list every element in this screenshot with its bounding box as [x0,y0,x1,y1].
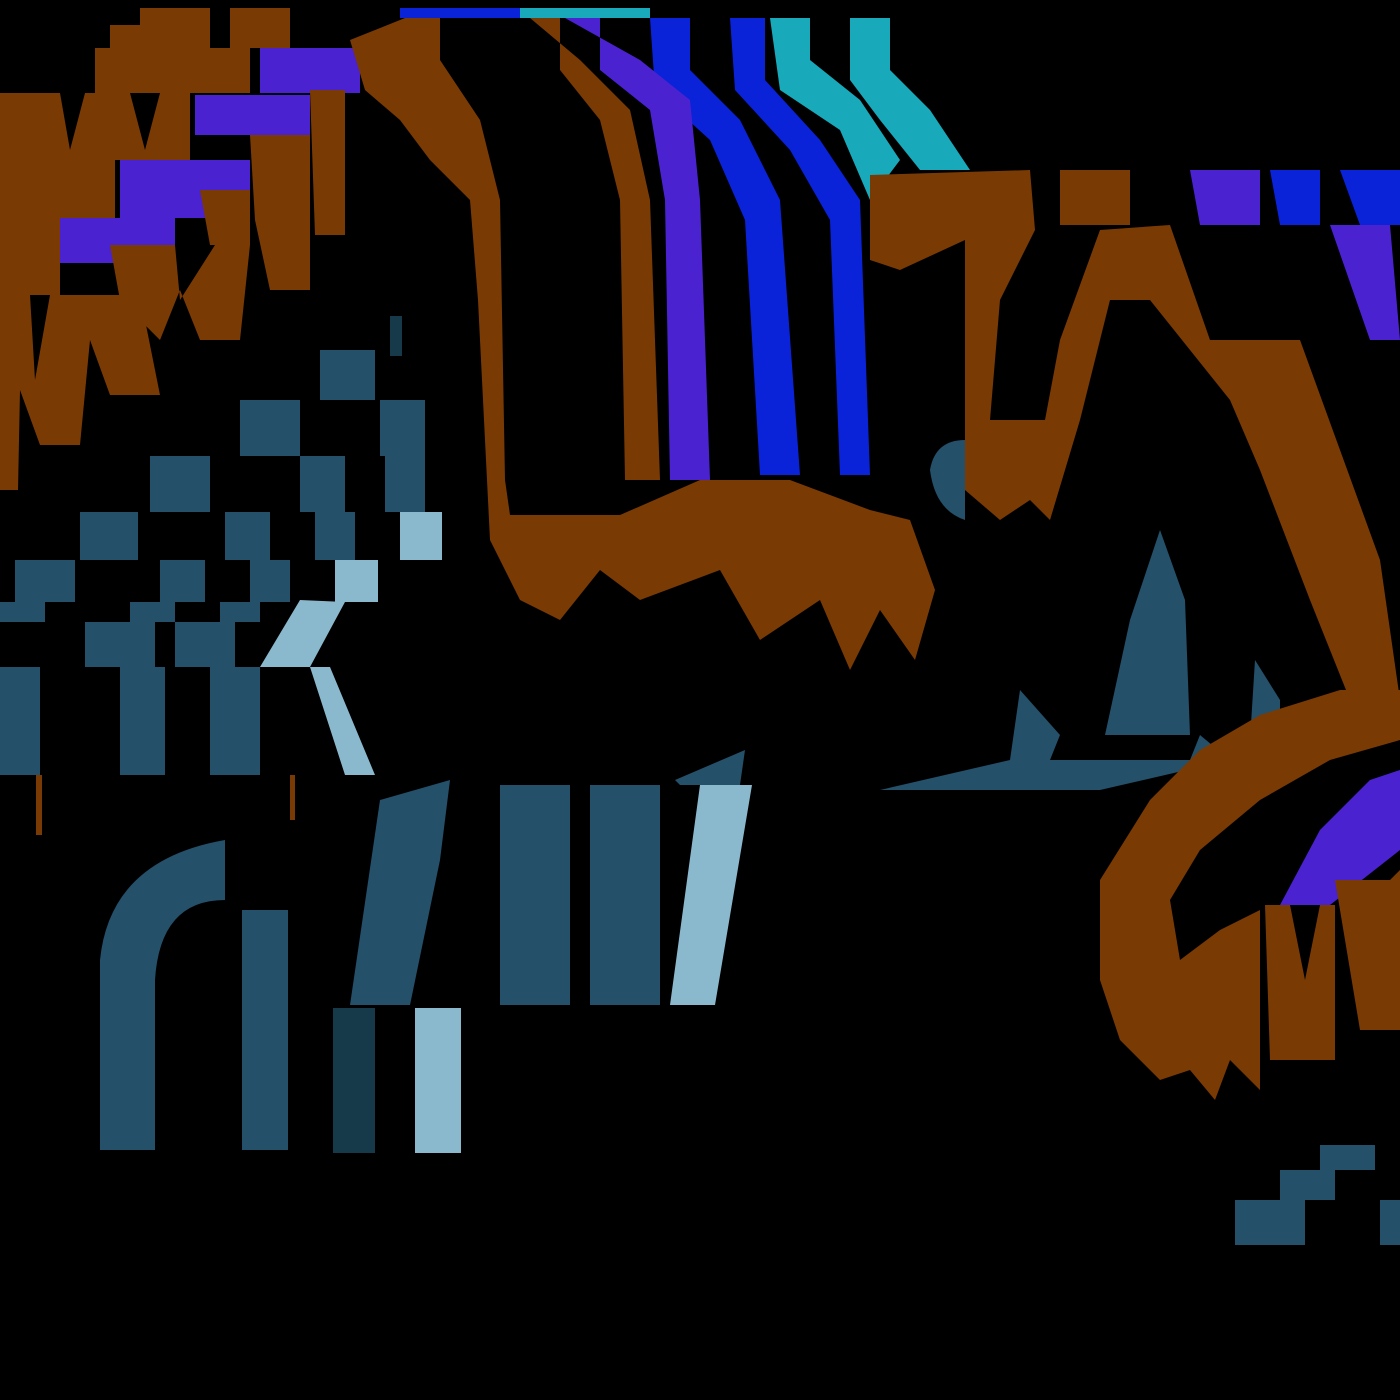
slate-fragments-left [0,350,745,1150]
dark-slate-fragments [333,316,402,1153]
light-blue-fragments [260,512,752,1153]
brown-shapes [0,8,1400,1100]
slate-fragments-right [880,440,1400,1245]
cyan-stripes [520,8,970,200]
blue-stripes [400,8,1400,475]
